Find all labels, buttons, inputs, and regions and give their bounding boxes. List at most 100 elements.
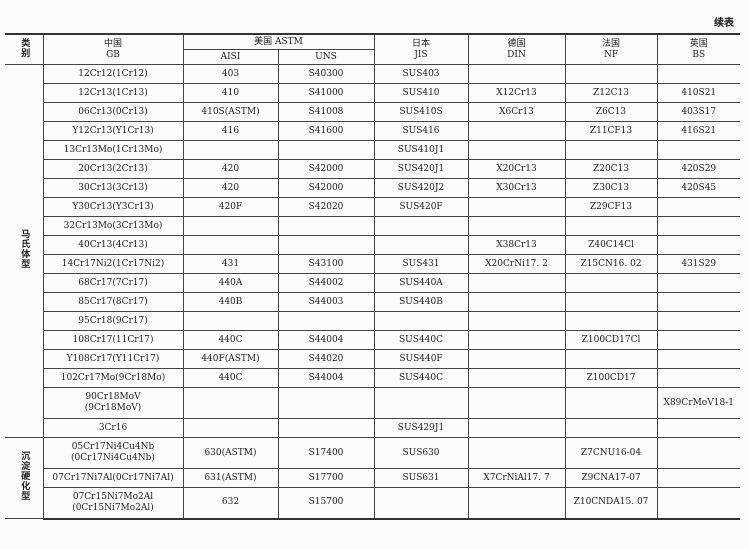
bs-cell: 431S29 — [656, 254, 740, 274]
bs-cell — [656, 140, 740, 160]
bs-cell — [656, 311, 740, 331]
aisi-cell: 631(ASTM) — [182, 468, 279, 488]
din-cell — [467, 216, 566, 236]
nf-cell: Z6C13 — [564, 102, 658, 122]
nf-cell — [564, 140, 658, 160]
table-row: Y30Cr13(Y3Cr13) 420F S42020 SUS420F Z29CF13 — [5, 197, 740, 217]
aisi-cell — [182, 418, 279, 438]
header-astm: 美国 ASTM — [182, 33, 375, 50]
uns-cell: S44003 — [277, 292, 375, 312]
uns-cell — [277, 387, 375, 419]
uns-cell — [277, 311, 375, 331]
steel-grade-comparison-table: 类别 中国 GB 美国 ASTM 日本 JIS 德国 DIN 法国 NF 英国 BS AI… — [5, 33, 740, 520]
din-cell — [467, 311, 566, 331]
din-cell — [467, 437, 566, 469]
table-row: 108Cr17(11Cr17) 440C S44004 SUS440C Z100CD17… — [5, 330, 740, 350]
nf-cell — [564, 273, 658, 293]
aisi-cell: 440B — [182, 292, 279, 312]
table-row: 07Cr15Ni7Mo2Al (0Cr15Ni7Mo2Al) 632 S15700 Z1… — [5, 487, 740, 520]
jis-cell: SUS403 — [373, 64, 469, 84]
din-cell — [467, 64, 566, 84]
table-row: 12Cr13(1Cr13) 410 S41000 SUS410 X12Cr13 Z12C1… — [5, 83, 740, 103]
gb-cell: 07Cr17Ni7Al(0Cr17Ni7Al) — [43, 468, 184, 488]
gb-cell: 108Cr17(11Cr17) — [43, 330, 184, 350]
nf-cell: Z20C13 — [564, 159, 658, 179]
jis-cell: SUS440C — [373, 368, 469, 388]
header-category: 类别 — [5, 33, 44, 65]
gb-cell: 95Cr18(9Cr17) — [43, 311, 184, 331]
aisi-cell: 410 — [182, 83, 279, 103]
bs-cell: 416S21 — [656, 121, 740, 141]
category-label: 马氏体型 — [19, 229, 30, 269]
uns-cell: S17400 — [277, 437, 375, 469]
table-row: 13Cr13Mo(1Cr13Mo) SUS410J1 — [5, 140, 740, 160]
table-row: 沉淀硬化型 05Cr17Ni4Cu4Nb (0Cr17Ni4Cu4Nb) 630(AS… — [5, 437, 740, 519]
uns-cell — [277, 216, 375, 236]
bs-cell — [656, 292, 740, 312]
bs-cell — [656, 437, 740, 469]
table-row: 马氏体型 12Cr12(1Cr12) 403 S40300 SUS403 — [5, 64, 740, 438]
aisi-cell: 420 — [182, 159, 279, 179]
nf-cell: Z30C13 — [564, 178, 658, 198]
gb-cell: 32Cr13Mo(3Cr13Mo) — [43, 216, 184, 236]
bs-cell — [656, 273, 740, 293]
din-cell — [467, 121, 566, 141]
uns-cell: S44002 — [277, 273, 375, 293]
aisi-cell — [182, 216, 279, 236]
header-gb: 中国 GB — [42, 33, 184, 65]
table-row: Y108Cr17(Y11Cr17) 440F(ASTM) S44020 SUS440F — [5, 349, 740, 369]
jis-cell: SUS420F — [373, 197, 469, 217]
nf-cell — [564, 64, 658, 84]
din-cell — [467, 140, 566, 160]
bs-cell — [656, 368, 740, 388]
jis-cell — [373, 235, 469, 255]
header-uns: UNS — [277, 49, 374, 65]
table-row: 14Cr17Ni2(1Cr17Ni2) 431 S43100 SUS431 X20CrN… — [5, 254, 740, 274]
bs-cell — [656, 349, 740, 369]
gb-cell: 12Cr13(1Cr13) — [43, 83, 184, 103]
category-label: 沉淀硬化型 — [19, 451, 30, 501]
din-cell — [467, 418, 566, 438]
table-row: 30Cr13(3Cr13) 420 S42000 SUS420J2 X30Cr13 Z30… — [5, 178, 740, 198]
table-row: 90Cr18MoV (9Cr18MoV) X89CrMoV18-1 — [5, 387, 740, 419]
din-cell — [467, 273, 566, 293]
aisi-cell: 630(ASTM) — [182, 437, 279, 469]
jis-cell — [373, 487, 469, 520]
gb-cell: 20Cr13(2Cr13) — [43, 159, 184, 179]
bs-cell — [656, 468, 740, 488]
jis-cell: SUS410S — [373, 102, 469, 122]
gb-cell: 12Cr12(1Cr12) — [42, 64, 184, 84]
din-cell — [467, 292, 566, 312]
jis-cell: SUS416 — [373, 121, 469, 141]
bs-cell: 420S45 — [656, 178, 740, 198]
bs-cell — [656, 235, 740, 255]
nf-cell: Z40C14Cl — [564, 235, 658, 255]
jis-cell: SUS429J1 — [373, 418, 469, 438]
din-cell: X20CrNi17. 2 — [467, 254, 566, 274]
jis-cell: SUS410J1 — [373, 140, 469, 160]
din-cell — [467, 197, 566, 217]
gb-cell: Y30Cr13(Y3Cr13) — [43, 197, 184, 217]
aisi-cell: 420 — [182, 178, 279, 198]
nf-cell — [564, 387, 658, 419]
aisi-cell — [182, 387, 279, 419]
jis-cell: SUS630 — [373, 437, 469, 469]
uns-cell: S42000 — [277, 159, 375, 179]
table-row: 3Cr16 SUS429J1 — [5, 418, 740, 438]
din-cell — [467, 487, 566, 520]
din-cell: X12Cr13 — [467, 83, 566, 103]
din-cell: X20Cr13 — [467, 159, 566, 179]
jis-cell — [373, 311, 469, 331]
nf-cell — [564, 418, 658, 438]
jis-cell: SUS440F — [373, 349, 469, 369]
bs-cell — [656, 216, 740, 236]
header-din: 德国 DIN — [467, 33, 566, 65]
table-row: 85Cr17(8Cr17) 440B S44003 SUS440B — [5, 292, 740, 312]
gb-cell: 05Cr17Ni4Cu4Nb (0Cr17Ni4Cu4Nb) — [42, 437, 184, 469]
aisi-cell: 403 — [182, 64, 279, 84]
gb-cell: 68Cr17(7Cr17) — [43, 273, 184, 293]
gb-cell: 102Cr17Mo(9Cr18Mo) — [43, 368, 184, 388]
gb-cell: Y12Cr13(Y1Cr13) — [43, 121, 184, 141]
nf-cell: Z29CF13 — [564, 197, 658, 217]
gb-cell: 06Cr13(0Cr13) — [43, 102, 184, 122]
